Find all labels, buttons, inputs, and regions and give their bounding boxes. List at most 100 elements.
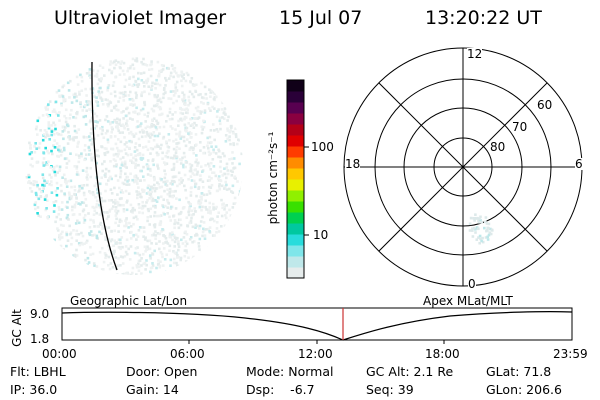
- emission-pixel: [147, 191, 151, 194]
- emission-pixel: [122, 117, 125, 120]
- emission-pixel: [60, 104, 63, 107]
- emission-pixel: [102, 211, 106, 214]
- emission-pixel: [184, 129, 187, 132]
- polar-emission-pixel: [473, 219, 476, 222]
- emission-pixel: [226, 172, 230, 176]
- emission-pixel: [217, 211, 220, 214]
- emission-pixel: [196, 170, 199, 174]
- emission-pixel: [46, 104, 49, 108]
- emission-pixel: [188, 238, 192, 241]
- emission-pixel: [200, 81, 203, 85]
- emission-pixel: [188, 90, 192, 93]
- emission-pixel: [131, 118, 134, 121]
- emission-pixel: [212, 171, 216, 174]
- emission-pixel: [208, 88, 211, 91]
- emission-pixel: [56, 146, 59, 149]
- emission-pixel: [140, 195, 143, 199]
- emission-pixel: [166, 206, 169, 209]
- emission-pixel: [100, 132, 104, 136]
- emission-pixel: [82, 135, 86, 139]
- emission-pixel: [118, 220, 122, 224]
- emission-pixel: [207, 165, 211, 168]
- emission-pixel: [223, 107, 227, 110]
- emission-pixel: [158, 186, 162, 189]
- emission-pixel: [73, 255, 77, 259]
- emission-pixel: [160, 178, 163, 181]
- emission-pixel: [149, 152, 152, 155]
- emission-pixel: [86, 183, 89, 187]
- emission-pixel: [103, 174, 107, 177]
- emission-pixel: [149, 169, 152, 173]
- emission-pixel: [211, 234, 215, 237]
- info-ip: IP: 36.0: [10, 382, 58, 397]
- emission-pixel: [214, 152, 218, 155]
- emission-pixel: [204, 92, 208, 96]
- emission-pixel: [75, 112, 78, 115]
- emission-pixel: [132, 233, 135, 237]
- emission-pixel: [180, 84, 184, 88]
- emission-pixel: [156, 153, 159, 157]
- emission-pixel: [171, 67, 175, 71]
- emission-pixel: [117, 129, 120, 133]
- colorbar-scale: [287, 80, 304, 279]
- emission-pixel: [93, 225, 96, 228]
- emission-pixel: [61, 130, 65, 133]
- emission-pixel: [110, 251, 114, 254]
- emission-pixel: [182, 206, 185, 210]
- emission-pixel: [75, 229, 79, 233]
- emission-pixel: [93, 209, 97, 213]
- emission-pixel: [161, 151, 164, 155]
- emission-pixel: [120, 149, 123, 153]
- emission-pixel: [88, 68, 92, 71]
- emission-pixel: [27, 173, 30, 177]
- emission-pixel: [95, 96, 98, 99]
- emission-pixel: [154, 230, 157, 233]
- polar-emission-pixel: [481, 236, 484, 240]
- emission-pixel: [132, 216, 136, 220]
- emission-pixel: [107, 264, 110, 267]
- emission-pixel: [97, 90, 100, 93]
- emission-pixel: [131, 63, 135, 67]
- emission-pixel: [61, 95, 65, 98]
- emission-pixel: [55, 132, 59, 135]
- emission-pixel: [157, 196, 160, 199]
- emission-pixel: [130, 140, 133, 144]
- emission-pixel: [192, 146, 195, 150]
- emission-pixel: [45, 130, 48, 134]
- emission-pixel: [207, 147, 210, 150]
- emission-pixel: [68, 96, 71, 99]
- emission-pixel: [107, 179, 110, 182]
- emission-pixel: [99, 79, 103, 83]
- timeline-left-title: Geographic Lat/Lon: [70, 294, 188, 308]
- emission-pixel: [184, 79, 188, 83]
- emission-pixel: [148, 167, 152, 171]
- emission-pixel: [86, 256, 90, 260]
- emission-pixel: [177, 171, 181, 175]
- emission-pixel: [159, 260, 162, 263]
- emission-pixel: [133, 103, 136, 106]
- timeline-x-tick-0600: 06:00: [170, 347, 205, 361]
- emission-pixel: [138, 192, 142, 196]
- emission-pixel: [151, 81, 154, 85]
- emission-pixel: [188, 141, 191, 144]
- emission-pixel: [43, 180, 47, 184]
- emission-pixel: [159, 147, 162, 150]
- emission-pixel: [46, 180, 49, 183]
- emission-pixel: [118, 73, 122, 76]
- emission-pixel: [104, 227, 108, 230]
- emission-pixel: [150, 266, 154, 269]
- polar-emission-pixel: [488, 231, 491, 234]
- emission-pixel: [123, 136, 126, 139]
- emission-pixel: [162, 88, 166, 91]
- emission-pixel: [153, 95, 157, 99]
- emission-pixel: [114, 221, 117, 225]
- emission-pixel: [158, 83, 162, 87]
- emission-pixel: [163, 176, 167, 180]
- emission-pixel: [234, 135, 238, 139]
- emission-pixel: [195, 83, 198, 86]
- emission-pixel: [140, 91, 144, 94]
- emission-pixel: [65, 166, 68, 169]
- emission-pixel: [153, 189, 157, 193]
- emission-pixel: [160, 230, 163, 233]
